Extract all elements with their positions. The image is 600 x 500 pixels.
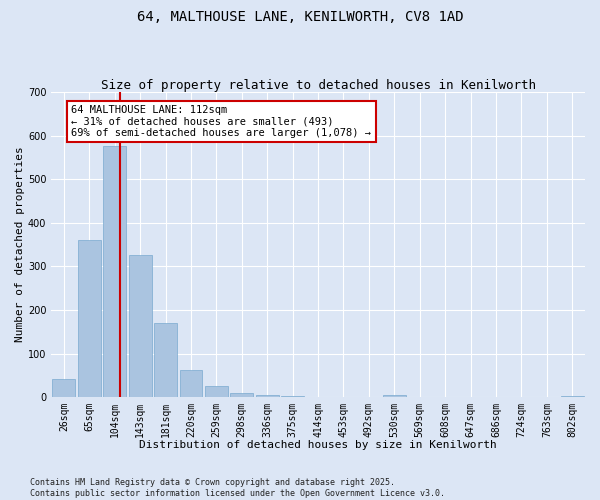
Title: Size of property relative to detached houses in Kenilworth: Size of property relative to detached ho… — [101, 79, 536, 92]
X-axis label: Distribution of detached houses by size in Kenilworth: Distribution of detached houses by size … — [139, 440, 497, 450]
Text: 64 MALTHOUSE LANE: 112sqm
← 31% of detached houses are smaller (493)
69% of semi: 64 MALTHOUSE LANE: 112sqm ← 31% of detac… — [71, 105, 371, 138]
Bar — [561, 396, 584, 397]
Bar — [103, 146, 126, 397]
Text: 64, MALTHOUSE LANE, KENILWORTH, CV8 1AD: 64, MALTHOUSE LANE, KENILWORTH, CV8 1AD — [137, 10, 463, 24]
Bar — [281, 396, 304, 397]
Bar — [205, 386, 228, 397]
Y-axis label: Number of detached properties: Number of detached properties — [15, 146, 25, 342]
Bar — [230, 393, 253, 397]
Bar — [383, 395, 406, 397]
Bar — [179, 370, 202, 397]
Bar — [52, 379, 75, 397]
Bar — [128, 256, 152, 397]
Bar — [256, 395, 278, 397]
Bar — [78, 240, 101, 397]
Bar — [154, 323, 177, 397]
Text: Contains HM Land Registry data © Crown copyright and database right 2025.
Contai: Contains HM Land Registry data © Crown c… — [30, 478, 445, 498]
